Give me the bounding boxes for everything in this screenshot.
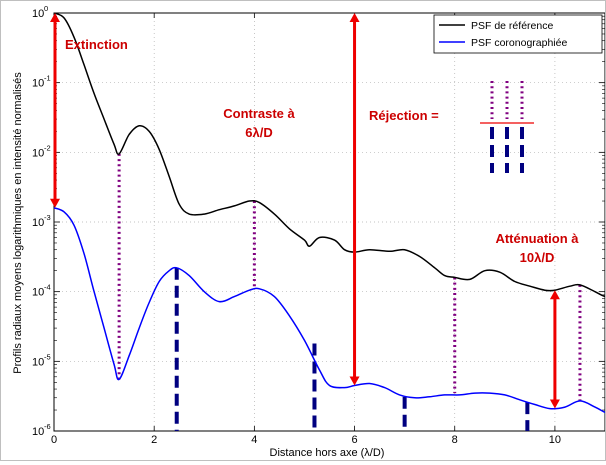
y-tick-exponent: -1 bbox=[44, 74, 51, 83]
arrow-extinction bbox=[50, 13, 60, 208]
y-tick-label: 10 bbox=[32, 78, 44, 90]
arrow-head-top bbox=[50, 13, 60, 22]
arrow-contrast-6 bbox=[349, 13, 360, 386]
arrows bbox=[50, 13, 560, 409]
arrow-attenuation-10 bbox=[549, 290, 560, 409]
series-line-coronagraph bbox=[54, 207, 605, 414]
y-axis-label: Profils radiaux moyens logarithmiques en… bbox=[12, 72, 24, 374]
y-tick-label: 10 bbox=[32, 356, 44, 368]
y-tick-exponent: 0 bbox=[44, 4, 48, 13]
legend: PSF de référence PSF coronographiée bbox=[433, 14, 603, 54]
x-tick-label: 2 bbox=[151, 434, 157, 446]
y-tick-label: 10 bbox=[32, 147, 44, 159]
x-axis-label: Distance hors axe (λ/D) bbox=[270, 447, 385, 459]
y-tick-label: 10 bbox=[32, 217, 44, 229]
annotation-attenuation-line1: Atténuation à bbox=[495, 231, 579, 246]
annotation-extinction: Extinction bbox=[65, 37, 128, 52]
series-line-reference bbox=[54, 13, 605, 298]
arrow-head-bottom bbox=[349, 376, 360, 386]
arrow-head-bottom bbox=[549, 399, 560, 409]
legend-label-coronagraph: PSF coronographiée bbox=[471, 37, 567, 49]
y-tick-label: 10 bbox=[32, 287, 44, 299]
y-tick-exponent: -2 bbox=[44, 143, 51, 152]
x-tick-label: 10 bbox=[549, 434, 561, 446]
annotation-contraste-line1: Contraste à bbox=[223, 106, 295, 121]
y-tick-label: 10 bbox=[32, 426, 44, 438]
markers bbox=[117, 153, 582, 431]
y-tick-exponent: -5 bbox=[44, 352, 51, 361]
x-tick-label: 0 bbox=[51, 434, 57, 446]
annotation-attenuation-line2: 10λ/D bbox=[520, 250, 555, 265]
x-tick-label: 6 bbox=[351, 434, 357, 446]
arrow-head-top bbox=[549, 290, 560, 300]
series-lines bbox=[54, 13, 605, 414]
x-tick-label: 8 bbox=[452, 434, 458, 446]
rejection-fraction-symbol bbox=[480, 81, 534, 173]
arrow-head-top bbox=[349, 13, 360, 22]
plot-area bbox=[53, 12, 606, 432]
x-tick-label: 4 bbox=[251, 434, 257, 446]
legend-label-reference: PSF de référence bbox=[471, 20, 553, 32]
y-tick-exponent: -3 bbox=[44, 213, 51, 222]
annotation-contraste-line2: 6λ/D bbox=[245, 125, 272, 140]
y-tick-exponent: -4 bbox=[44, 283, 51, 292]
legend-box bbox=[433, 14, 603, 54]
annotation-rejection: Réjection = bbox=[369, 108, 439, 123]
y-tick-label: 10 bbox=[32, 8, 44, 20]
arrow-head-bottom bbox=[50, 198, 60, 208]
y-tick-exponent: -6 bbox=[44, 422, 51, 431]
